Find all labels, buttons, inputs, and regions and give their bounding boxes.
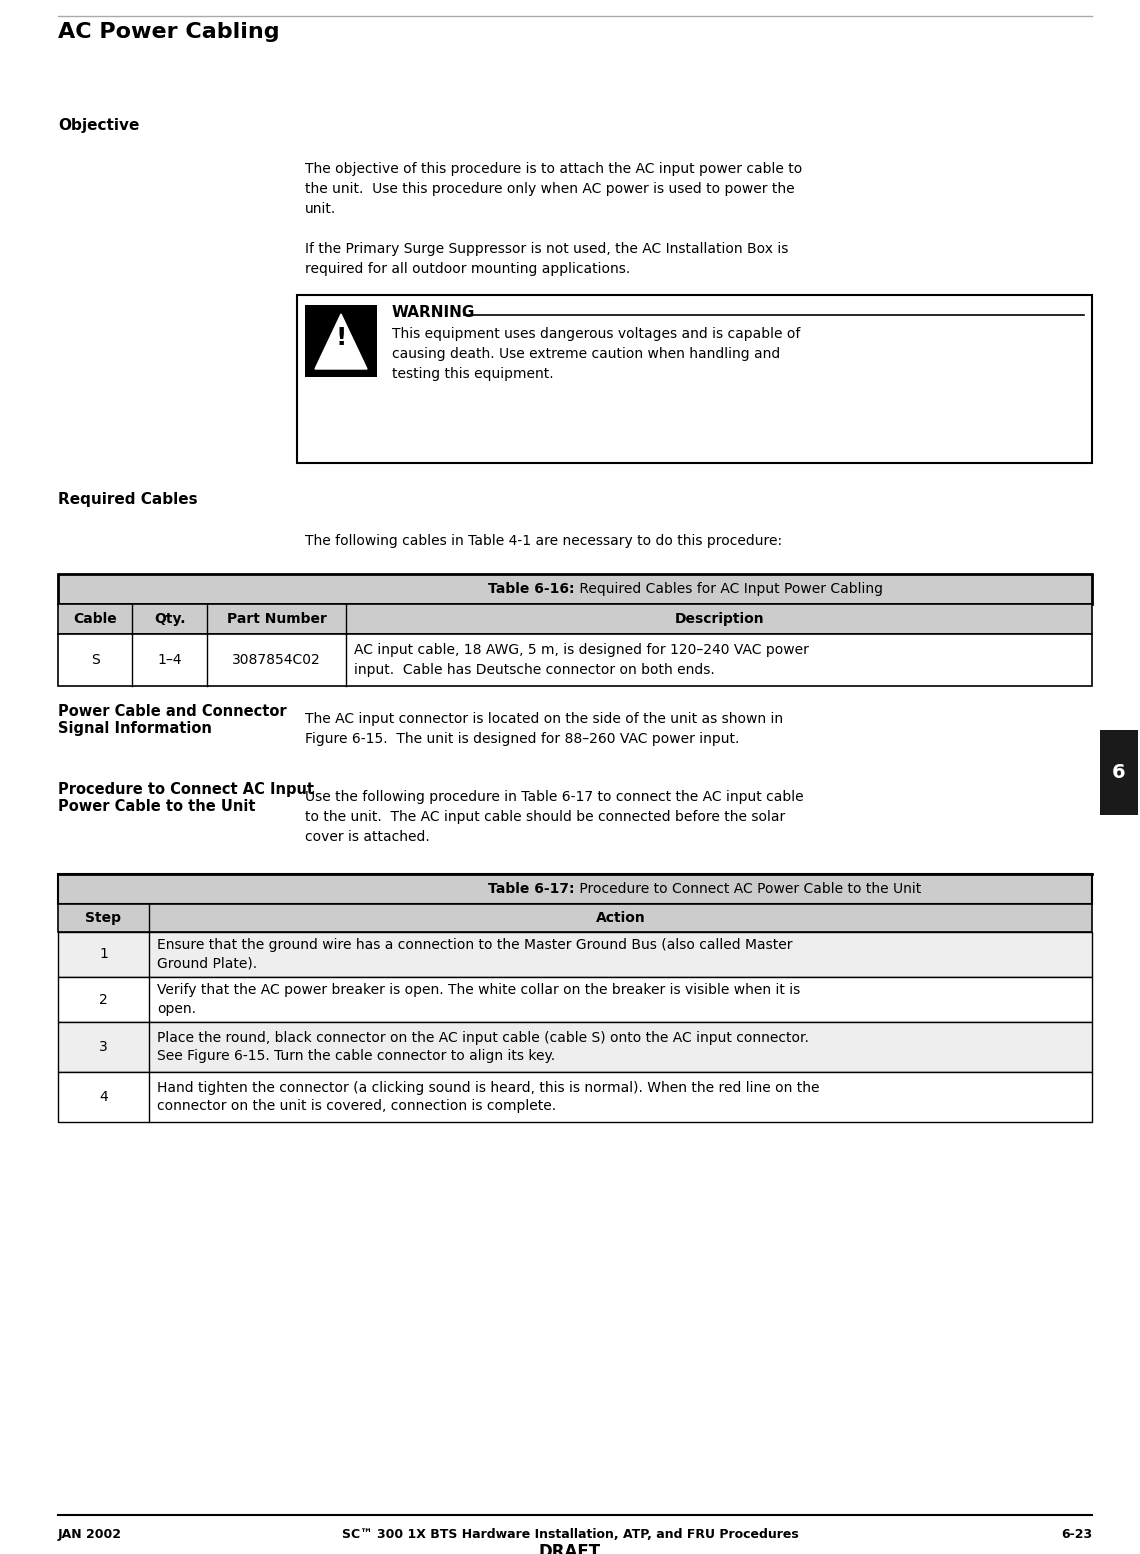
FancyBboxPatch shape <box>58 977 1092 1023</box>
Text: 2: 2 <box>99 993 108 1007</box>
Text: Action: Action <box>595 911 645 925</box>
Text: S: S <box>91 653 99 667</box>
Text: Objective: Objective <box>58 118 139 134</box>
Text: Step: Step <box>86 911 122 925</box>
FancyBboxPatch shape <box>58 1072 1092 1122</box>
Text: The objective of this procedure is to attach the AC input power cable to
the uni: The objective of this procedure is to at… <box>306 162 803 216</box>
Text: If the Primary Surge Suppressor is not used, the AC Installation Box is
required: If the Primary Surge Suppressor is not u… <box>306 242 789 277</box>
Text: 3087854C02: 3087854C02 <box>233 653 321 667</box>
Text: 6-23: 6-23 <box>1061 1528 1092 1542</box>
FancyBboxPatch shape <box>58 1023 1092 1072</box>
Text: !: ! <box>335 326 347 350</box>
FancyBboxPatch shape <box>1100 730 1138 814</box>
Text: Ensure that the ground wire has a connection to the Master Ground Bus (also call: Ensure that the ground wire has a connec… <box>157 939 792 971</box>
Text: AC input cable, 18 AWG, 5 m, is designed for 120–240 VAC power
input.  Cable has: AC input cable, 18 AWG, 5 m, is designed… <box>355 643 809 676</box>
Text: 1: 1 <box>99 948 108 962</box>
Text: Description: Description <box>675 612 764 626</box>
FancyBboxPatch shape <box>58 573 1092 605</box>
Text: AC Power Cabling: AC Power Cabling <box>58 22 279 42</box>
Polygon shape <box>315 314 367 368</box>
Text: 6: 6 <box>1113 763 1126 782</box>
Text: Table 6-17:: Table 6-17: <box>489 883 575 897</box>
Text: Place the round, black connector on the AC input cable (cable S) onto the AC inp: Place the round, black connector on the … <box>157 1030 809 1063</box>
FancyBboxPatch shape <box>306 305 377 378</box>
FancyBboxPatch shape <box>58 605 1092 634</box>
Text: The following cables in Table 4-1 are necessary to do this procedure:: The following cables in Table 4-1 are ne… <box>306 535 782 549</box>
Text: Procedure to Connect AC Input: Procedure to Connect AC Input <box>58 782 314 797</box>
Text: Power Cable to the Unit: Power Cable to the Unit <box>58 799 255 814</box>
Text: 4: 4 <box>99 1089 108 1103</box>
Text: The AC input connector is located on the side of the unit as shown in
Figure 6-1: The AC input connector is located on the… <box>306 712 783 746</box>
Text: Qty.: Qty. <box>154 612 186 626</box>
Text: Table 6-16:: Table 6-16: <box>489 583 575 597</box>
Text: Cable: Cable <box>73 612 117 626</box>
Text: Power Cable and Connector: Power Cable and Connector <box>58 704 286 720</box>
FancyBboxPatch shape <box>58 634 1092 685</box>
FancyBboxPatch shape <box>58 873 1092 904</box>
Text: 3: 3 <box>99 1040 108 1054</box>
FancyBboxPatch shape <box>58 932 1092 977</box>
Text: DRAFT: DRAFT <box>539 1543 601 1554</box>
Text: This equipment uses dangerous voltages and is capable of
causing death. Use extr: This equipment uses dangerous voltages a… <box>392 326 800 381</box>
Text: WARNING: WARNING <box>392 305 475 320</box>
Text: SC™ 300 1X BTS Hardware Installation, ATP, and FRU Procedures: SC™ 300 1X BTS Hardware Installation, AT… <box>342 1528 798 1542</box>
Text: Procedure to Connect AC Power Cable to the Unit: Procedure to Connect AC Power Cable to t… <box>575 883 921 897</box>
Text: Use the following procedure in Table 6-17 to connect the AC input cable
to the u: Use the following procedure in Table 6-1… <box>306 789 804 844</box>
Text: Signal Information: Signal Information <box>58 721 212 737</box>
Text: Required Cables: Required Cables <box>58 493 197 507</box>
FancyBboxPatch shape <box>298 295 1092 463</box>
Text: Part Number: Part Number <box>227 612 327 626</box>
FancyBboxPatch shape <box>58 904 1092 932</box>
Text: 1–4: 1–4 <box>157 653 182 667</box>
Text: JAN 2002: JAN 2002 <box>58 1528 122 1542</box>
Text: Required Cables for AC Input Power Cabling: Required Cables for AC Input Power Cabli… <box>575 583 884 597</box>
Text: Verify that the AC power breaker is open. The white collar on the breaker is vis: Verify that the AC power breaker is open… <box>157 984 800 1016</box>
Text: Hand tighten the connector (a clicking sound is heard, this is normal). When the: Hand tighten the connector (a clicking s… <box>157 1080 820 1114</box>
